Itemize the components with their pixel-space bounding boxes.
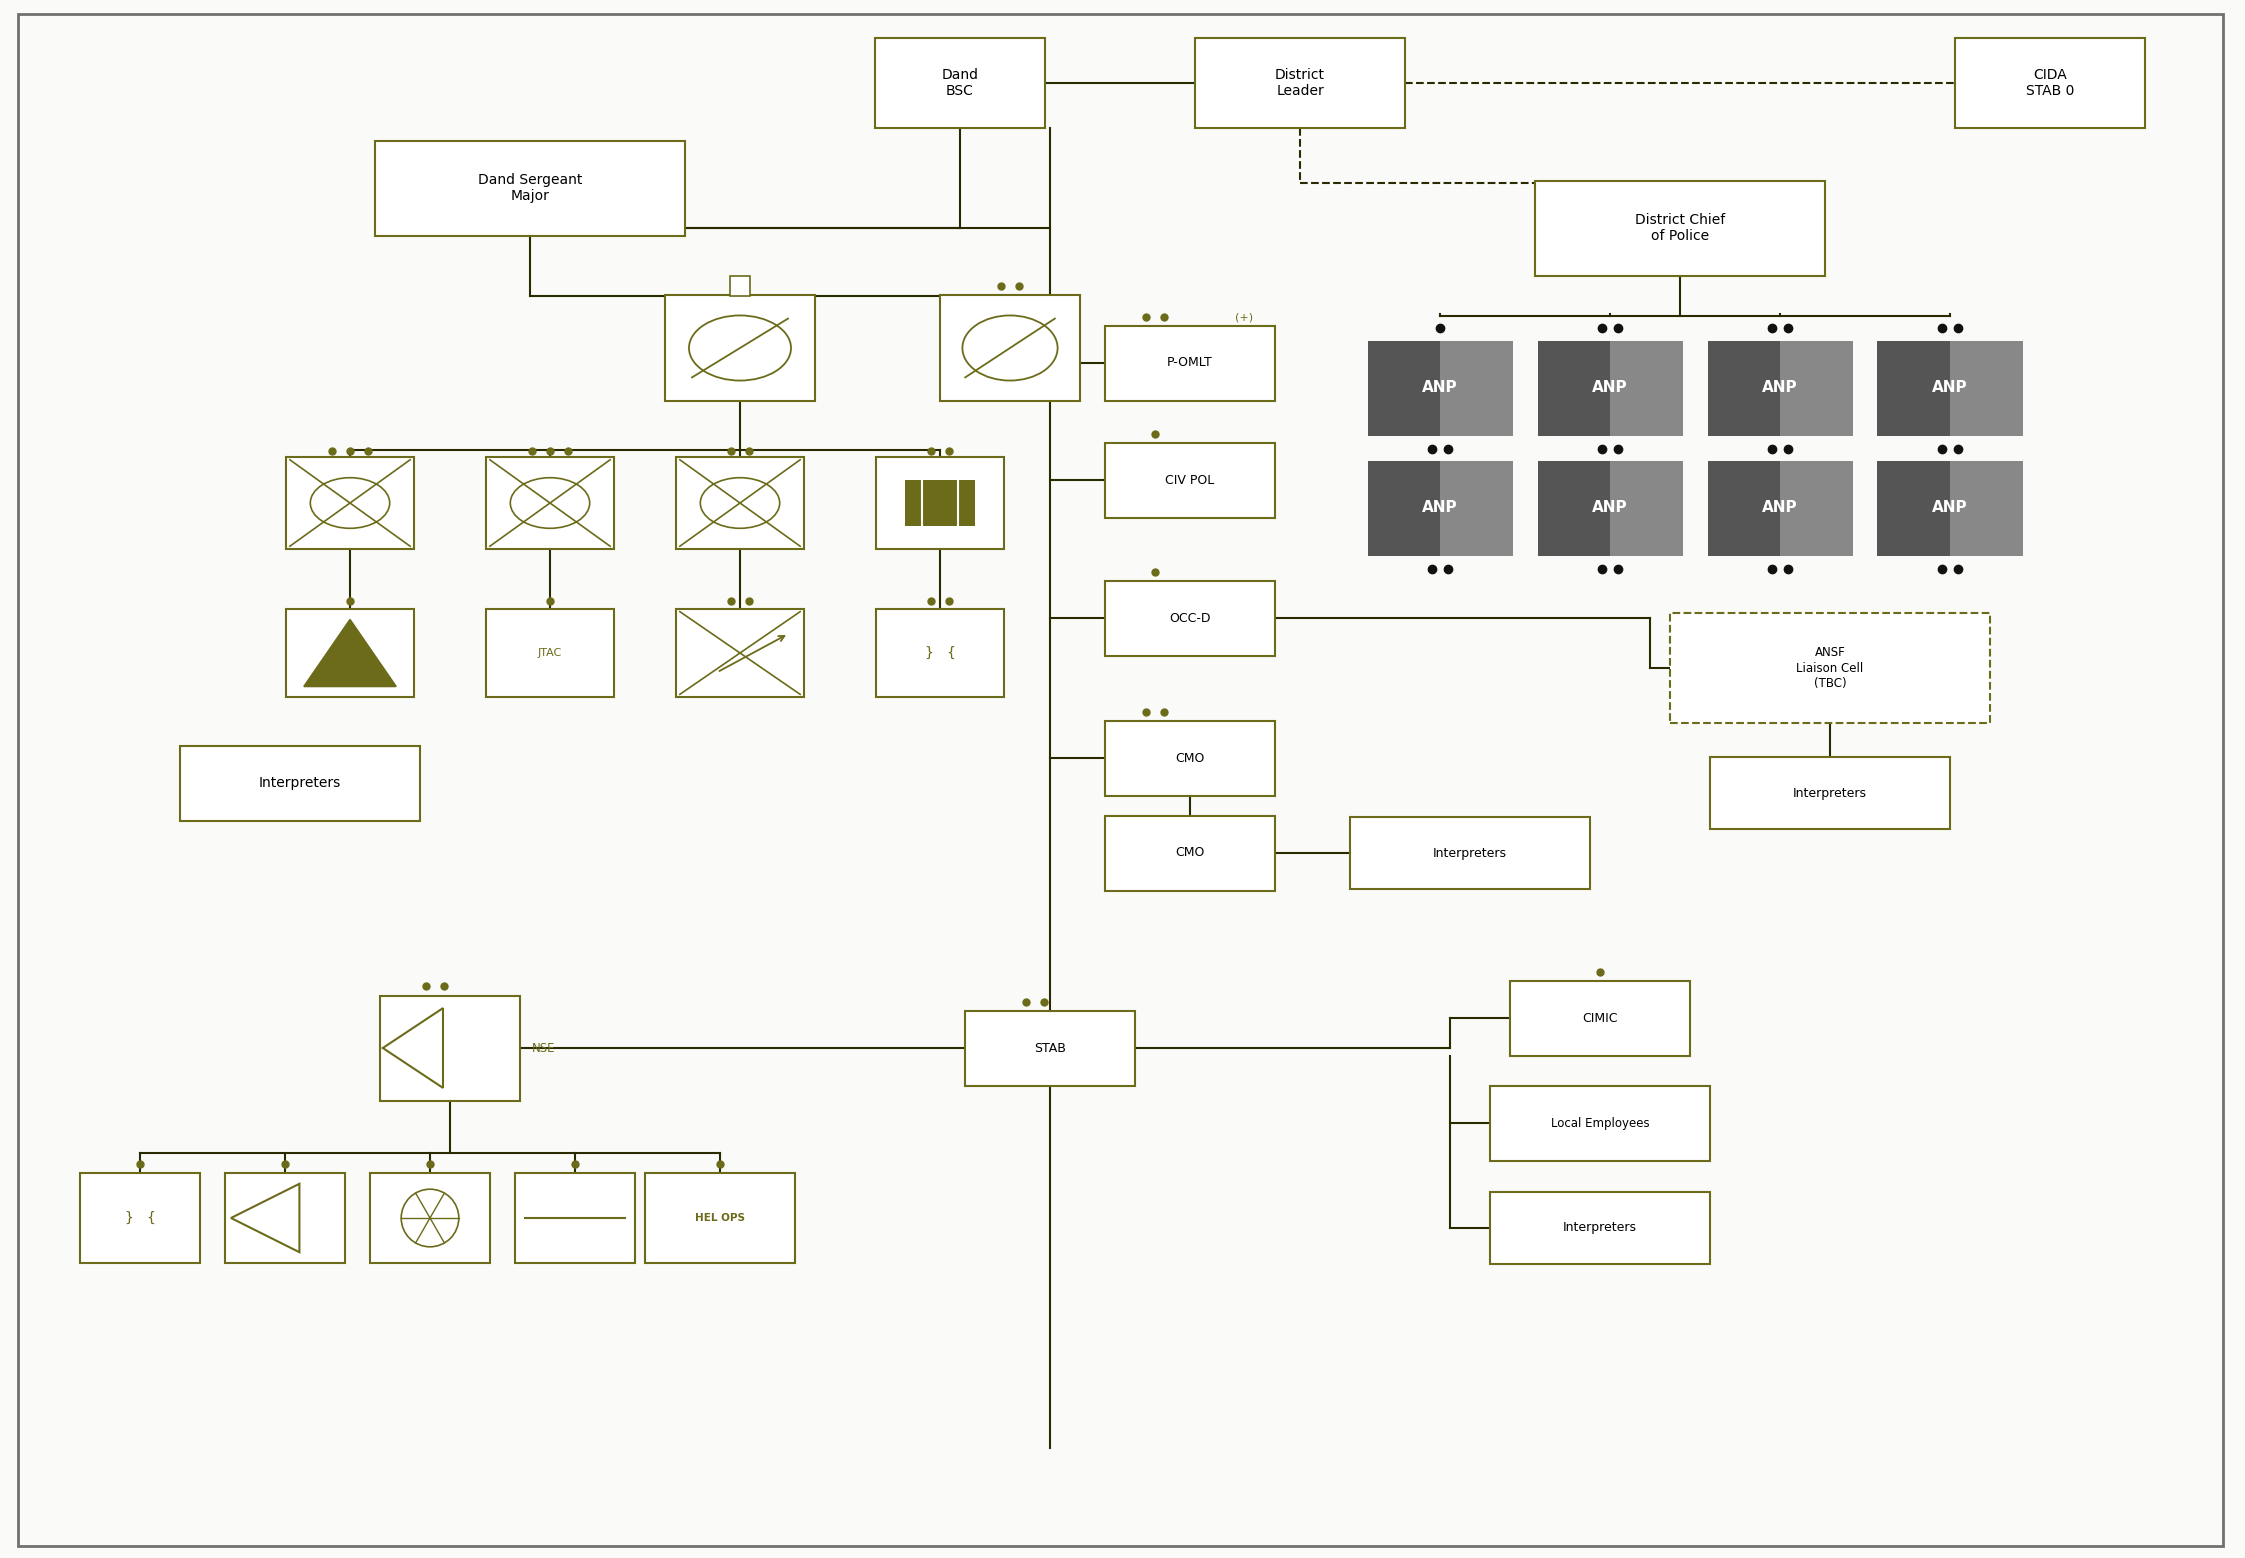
Text: JTAC: JTAC <box>539 648 561 657</box>
Text: CIV POL: CIV POL <box>1165 474 1215 486</box>
Bar <box>1708 461 1852 556</box>
Bar <box>1194 37 1405 128</box>
Ellipse shape <box>310 478 391 528</box>
Text: CIMIC: CIMIC <box>1583 1011 1619 1025</box>
Text: Interpreters: Interpreters <box>1794 787 1868 799</box>
Polygon shape <box>231 1184 299 1253</box>
Bar <box>1670 612 1989 723</box>
Bar <box>644 1173 795 1264</box>
Ellipse shape <box>689 315 790 380</box>
Bar <box>876 456 1004 548</box>
Bar <box>676 609 804 696</box>
Bar <box>1951 341 2023 436</box>
Bar <box>1610 461 1682 556</box>
Bar <box>965 1011 1136 1086</box>
Bar <box>1711 757 1951 829</box>
Bar <box>81 1173 200 1264</box>
Bar <box>1491 1086 1711 1161</box>
Text: ANP: ANP <box>1592 500 1628 516</box>
Text: ANP: ANP <box>1592 380 1628 396</box>
Bar <box>1439 341 1513 436</box>
Text: CIDA
STAB 0: CIDA STAB 0 <box>2025 69 2074 98</box>
Text: STAB: STAB <box>1035 1041 1066 1055</box>
Ellipse shape <box>963 315 1057 380</box>
Text: Interpreters: Interpreters <box>1563 1221 1637 1234</box>
Text: Local Employees: Local Employees <box>1551 1117 1650 1130</box>
Text: Dand Sergeant
Major: Dand Sergeant Major <box>478 173 581 203</box>
Text: OCC-D: OCC-D <box>1170 611 1210 625</box>
Polygon shape <box>303 620 395 687</box>
Bar <box>665 296 815 400</box>
Bar <box>1538 341 1682 436</box>
Bar <box>1105 720 1275 796</box>
Bar <box>1780 341 1852 436</box>
Bar <box>876 37 1044 128</box>
Bar <box>1105 442 1275 517</box>
Text: Dand
BSC: Dand BSC <box>941 69 979 98</box>
Text: HEL OPS: HEL OPS <box>696 1214 745 1223</box>
Bar <box>1708 341 1852 436</box>
Bar <box>180 745 420 821</box>
Text: P-OMLT: P-OMLT <box>1167 357 1212 369</box>
Text: ANP: ANP <box>1421 380 1457 396</box>
Text: District Chief
of Police: District Chief of Police <box>1634 213 1724 243</box>
Ellipse shape <box>700 478 779 528</box>
Bar <box>1877 461 2023 556</box>
Bar <box>514 1173 635 1264</box>
Text: (+): (+) <box>1235 312 1253 323</box>
Bar <box>676 456 804 548</box>
Text: CMO: CMO <box>1176 846 1206 860</box>
Bar <box>876 609 1004 696</box>
Bar <box>905 480 974 527</box>
Bar <box>485 456 613 548</box>
Bar <box>1877 341 2023 436</box>
Polygon shape <box>384 1008 442 1087</box>
Text: ANP: ANP <box>1762 380 1798 396</box>
Text: }   {: } { <box>925 647 956 661</box>
Bar <box>1491 1192 1711 1264</box>
Bar <box>1349 816 1589 890</box>
Bar <box>285 456 413 548</box>
Bar <box>1367 341 1513 436</box>
Text: Interpreters: Interpreters <box>1432 846 1506 860</box>
Bar <box>285 609 413 696</box>
Bar <box>379 996 521 1100</box>
Bar <box>1951 461 2023 556</box>
Bar <box>1955 37 2144 128</box>
Bar <box>370 1173 489 1264</box>
Bar <box>485 609 613 696</box>
Bar <box>375 140 685 235</box>
Bar <box>941 296 1080 400</box>
Text: District
Leader: District Leader <box>1275 69 1325 98</box>
Circle shape <box>402 1189 458 1246</box>
Bar <box>1780 461 1852 556</box>
Ellipse shape <box>510 478 590 528</box>
Text: ANP: ANP <box>1933 500 1969 516</box>
Text: ANP: ANP <box>1762 500 1798 516</box>
Bar <box>1610 341 1682 436</box>
Text: Interpreters: Interpreters <box>258 776 341 790</box>
Text: ANP: ANP <box>1421 500 1457 516</box>
Bar <box>1536 181 1825 276</box>
Bar <box>224 1173 346 1264</box>
Text: ANSF
Liaison Cell
(TBC): ANSF Liaison Cell (TBC) <box>1796 647 1863 690</box>
Text: ANP: ANP <box>1933 380 1969 396</box>
Bar <box>1105 815 1275 891</box>
Bar <box>1538 461 1682 556</box>
Bar <box>1439 461 1513 556</box>
Bar <box>1367 461 1513 556</box>
Bar <box>1105 581 1275 656</box>
Text: CMO: CMO <box>1176 751 1206 765</box>
Text: NSE: NSE <box>532 1041 555 1055</box>
Text: }   {: } { <box>123 1211 155 1225</box>
Bar <box>1105 326 1275 400</box>
Bar <box>730 276 750 296</box>
Bar <box>1511 980 1690 1055</box>
